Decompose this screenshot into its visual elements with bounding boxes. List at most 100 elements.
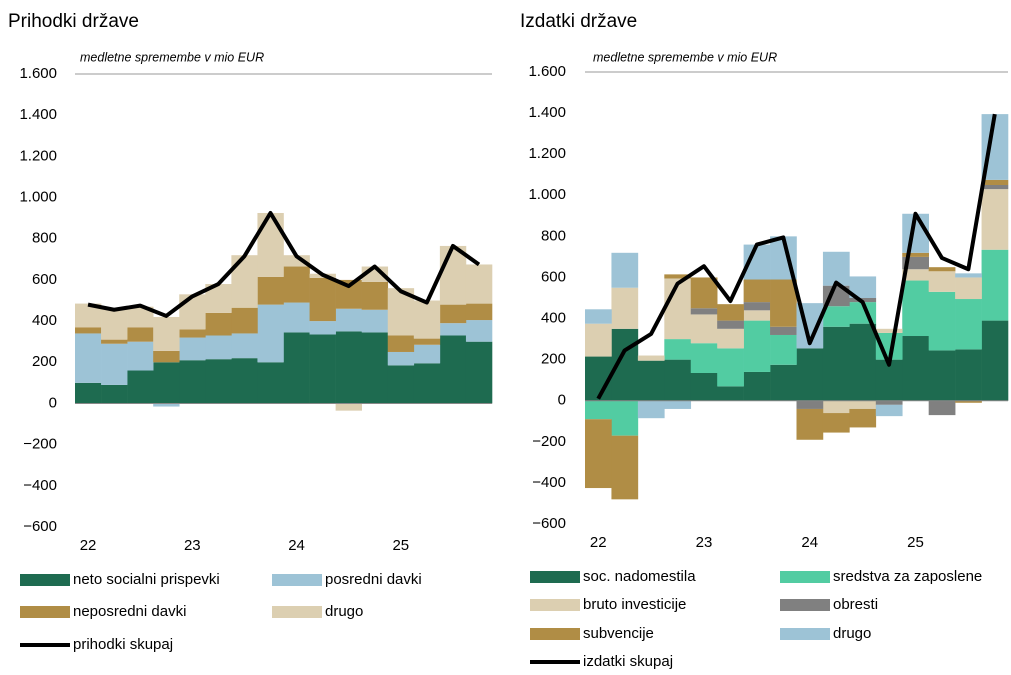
legend-swatch (530, 628, 580, 640)
bar (361, 309, 389, 333)
bar (75, 333, 102, 383)
bar (611, 400, 639, 436)
y-tick-label: 800 (541, 227, 566, 244)
bar (981, 249, 1009, 321)
bar (585, 309, 612, 324)
bar (179, 337, 206, 361)
bar (770, 326, 797, 335)
y-tick-label: 1.000 (528, 186, 566, 203)
bar (127, 306, 154, 328)
bar (75, 327, 102, 334)
bar (101, 343, 128, 385)
bar (335, 403, 362, 411)
x-tick-label: 23 (696, 534, 713, 551)
bar (743, 310, 771, 321)
y-tick-label: 800 (32, 230, 57, 247)
bar (717, 304, 744, 321)
bar (955, 277, 982, 300)
line (596, 113, 997, 400)
bar (335, 308, 362, 332)
chart-title: Prihodki države (8, 11, 139, 32)
chart-title: Izdatki države (520, 11, 637, 32)
legend-label: prihodki skupaj (73, 636, 173, 653)
bar (465, 264, 493, 304)
bar (101, 307, 128, 340)
bar (955, 273, 982, 278)
bar (664, 339, 692, 360)
bar (309, 334, 336, 404)
legend-swatch (20, 606, 70, 618)
bar (387, 351, 415, 366)
bar (205, 335, 232, 360)
bar (875, 400, 903, 405)
bar (955, 349, 982, 401)
bar (611, 252, 639, 288)
bar (439, 304, 467, 324)
chart-subtitle: medletne spremembe v mio EUR (593, 50, 777, 64)
bar (465, 303, 493, 321)
bar (179, 360, 206, 404)
bar (928, 291, 956, 351)
bar (611, 435, 639, 500)
bar (743, 371, 771, 401)
bar (413, 338, 441, 345)
bar (101, 384, 128, 404)
bar (153, 350, 180, 363)
y-tick-label: −600 (23, 518, 57, 535)
bar (796, 408, 824, 440)
y-tick-label: −200 (532, 433, 566, 450)
y-tick-label: 200 (541, 351, 566, 368)
y-tick-label: 1.200 (19, 147, 57, 164)
bar (822, 306, 850, 327)
bar (75, 303, 102, 328)
bar (743, 279, 771, 303)
bar (902, 280, 929, 337)
bar (231, 307, 258, 334)
y-tick-label: −400 (23, 477, 57, 494)
legend-label: neto socialni prispevki (73, 571, 220, 588)
x-tick-label: 24 (801, 534, 818, 551)
legend-swatch (780, 599, 830, 611)
y-tick-label: 400 (541, 310, 566, 327)
bar (439, 335, 467, 404)
bar (637, 355, 665, 361)
bar (770, 334, 797, 365)
bar (822, 413, 850, 433)
bar (928, 400, 956, 416)
x-tick-label: 25 (392, 537, 409, 554)
legend-label: obresti (833, 596, 878, 613)
y-tick-label: 400 (32, 312, 57, 329)
bar (179, 329, 206, 338)
bar (796, 348, 824, 401)
bar (875, 404, 903, 417)
bar (664, 400, 692, 409)
bar (465, 341, 493, 404)
bar (770, 364, 797, 401)
bar (981, 320, 1009, 401)
bar (153, 362, 180, 404)
y-tick-label: −600 (532, 515, 566, 532)
bar (309, 321, 336, 335)
bar (585, 419, 612, 489)
bar (849, 276, 877, 298)
x-tick-label: 22 (590, 534, 607, 551)
bar (257, 362, 284, 404)
bar (585, 400, 612, 420)
bar (153, 403, 180, 407)
bar (257, 276, 284, 305)
bar (664, 359, 692, 401)
bar (981, 179, 1009, 185)
legend-label: neposredni davki (73, 603, 186, 620)
legend-swatch (20, 574, 70, 586)
bar (283, 302, 310, 333)
bar (387, 365, 415, 404)
bar (955, 400, 982, 403)
bar (387, 335, 415, 352)
bar (283, 332, 310, 404)
bar (257, 304, 284, 363)
bar (902, 336, 929, 401)
bar (902, 269, 929, 281)
bar (309, 277, 336, 322)
y-tick-label: 600 (32, 271, 57, 288)
